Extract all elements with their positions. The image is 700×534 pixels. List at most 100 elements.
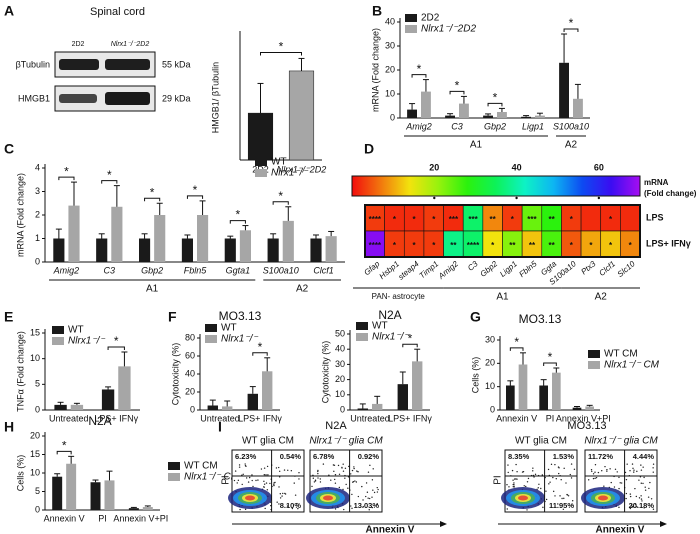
- legend-label: Nlrx1⁻/⁻2D2: [421, 24, 476, 35]
- cell-annotation: *: [393, 215, 397, 224]
- bar: [282, 220, 294, 262]
- flow-dot: [337, 464, 340, 467]
- flow-dot: [294, 494, 297, 496]
- bar: [104, 480, 115, 510]
- significance-bracket: [543, 362, 557, 366]
- bar: [506, 385, 515, 410]
- bar: [139, 238, 151, 262]
- column-label: Hsbp1: [378, 259, 401, 281]
- y-tick-label: 80: [185, 332, 195, 342]
- bar: [497, 112, 507, 118]
- flow-dot: [565, 482, 567, 484]
- significance-bracket: [272, 201, 289, 205]
- row-label: LPS: [646, 212, 664, 222]
- flow-dot: [356, 470, 358, 472]
- flow-dot: [376, 503, 379, 505]
- flow-dot: [278, 476, 281, 478]
- cell-annotation: *: [491, 241, 495, 250]
- flow-dot: [251, 474, 253, 476]
- bar: [572, 407, 582, 410]
- flow-dot: [367, 471, 370, 473]
- colorbar-tick-label: 60: [594, 162, 604, 172]
- significance-label: *: [258, 340, 263, 354]
- flow-dot: [257, 479, 259, 481]
- flow-dot: [297, 507, 299, 510]
- column-label: Timp1: [418, 259, 441, 280]
- bar: [325, 236, 337, 262]
- flow-dot: [633, 469, 635, 471]
- y-axis-label: HMGB1/ βTubulin: [210, 62, 220, 133]
- flow-dot: [369, 464, 371, 467]
- flow-dot: [595, 476, 598, 479]
- significance-label: *: [62, 439, 67, 453]
- x-tick-label: Untreated: [350, 413, 390, 423]
- legend-label: Nlrx1⁻/⁻: [372, 332, 409, 343]
- significance-bracket: [229, 220, 246, 224]
- flow-dot: [348, 465, 350, 468]
- arrow-head: [660, 521, 667, 527]
- significance-label: *: [408, 331, 413, 345]
- significance-label: *: [569, 16, 574, 30]
- bar: [267, 238, 279, 262]
- flow-dot: [281, 495, 283, 497]
- flow-title: N2A: [325, 420, 347, 432]
- flow-dot: [255, 479, 257, 482]
- flow-x-label: Annexin V: [366, 525, 415, 534]
- significance-label: *: [114, 334, 119, 348]
- bar: [197, 215, 209, 262]
- flow-dot: [629, 495, 632, 498]
- flow-dot: [275, 467, 278, 469]
- flow-dot: [549, 481, 551, 483]
- colorbar-label: (Fold change): [644, 189, 697, 198]
- x-tick-label: Annexin V+PI: [556, 413, 611, 423]
- flow-dot: [626, 463, 628, 465]
- flow-dot: [525, 485, 527, 488]
- flow-dot: [619, 482, 621, 484]
- flow-y-label: PI: [221, 475, 232, 484]
- flow-dot: [319, 481, 322, 483]
- legend-swatch: [356, 333, 368, 341]
- flow-plot-title: Nlrx1⁻/⁻ glia CM: [309, 436, 383, 447]
- flow-dot: [618, 476, 620, 479]
- bar: [535, 115, 545, 118]
- significance-bracket: [411, 74, 427, 78]
- quadrant-percent: 6.78%: [313, 452, 335, 461]
- y-tick-label: 40: [185, 368, 195, 378]
- legend-swatch: [356, 322, 368, 330]
- flow-dot: [371, 479, 374, 481]
- flow-dot: [644, 486, 646, 488]
- legend-label: 2D2: [421, 13, 440, 24]
- flow-dot: [362, 499, 364, 501]
- flow-dot: [649, 481, 651, 484]
- flow-dot: [618, 506, 620, 509]
- bar: [247, 393, 258, 410]
- flow-dot: [643, 476, 645, 479]
- flow-dot: [278, 486, 280, 488]
- flow-dot: [640, 495, 642, 497]
- y-tick-label: 60: [185, 350, 195, 360]
- x-tick-label: PI: [98, 513, 107, 523]
- significance-bracket: [487, 102, 503, 107]
- lane-label: Nlrx1⁻/⁻2D2: [111, 41, 150, 48]
- y-tick-label: 40: [385, 16, 395, 26]
- flow-dot: [558, 472, 560, 475]
- significance-label: *: [107, 168, 112, 182]
- flow-dot: [567, 495, 570, 497]
- cell-annotation: ****: [369, 215, 382, 224]
- flow-dot: [512, 483, 514, 486]
- bar: [54, 404, 67, 410]
- flow-dot: [636, 470, 638, 473]
- flow-dot: [506, 484, 508, 486]
- flow-dot: [267, 474, 269, 476]
- flow-dot: [643, 507, 645, 509]
- flow-plot-title: WT glia CM: [515, 436, 567, 447]
- significance-label: *: [417, 62, 422, 76]
- flow-dot: [274, 481, 276, 484]
- bar: [52, 476, 63, 510]
- flow-dot: [592, 477, 595, 480]
- cell-annotation: *: [570, 241, 574, 250]
- legend-swatch: [405, 25, 417, 33]
- bar: [552, 372, 561, 410]
- legend-swatch: [205, 324, 217, 332]
- flow-dot: [279, 497, 282, 499]
